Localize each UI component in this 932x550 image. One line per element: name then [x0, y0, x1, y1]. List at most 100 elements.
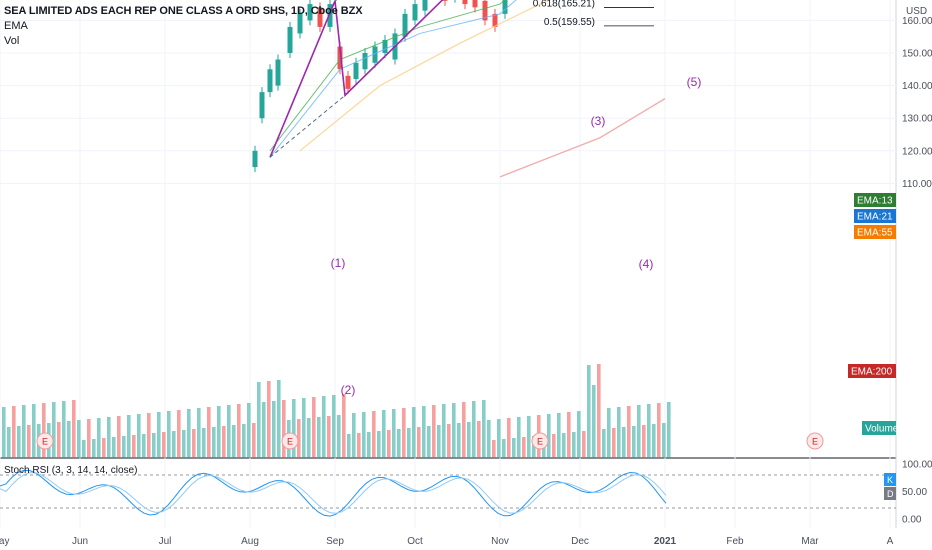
volume-bar — [257, 382, 261, 458]
x-tick-label: Aug — [241, 536, 259, 547]
volume-bar — [402, 408, 406, 458]
volume-bar — [57, 422, 61, 458]
earnings-marker-label: E — [812, 437, 818, 447]
volume-bar — [267, 381, 271, 458]
volume-bar — [177, 410, 181, 458]
volume-bar — [437, 425, 441, 458]
x-tick-label: Oct — [407, 536, 423, 547]
volume-bar — [357, 433, 361, 458]
volume-bar — [467, 422, 471, 458]
ema-tag-label: EMA:55 — [857, 228, 893, 239]
earnings-marker-label: E — [42, 437, 48, 447]
candle — [382, 39, 388, 53]
ema-tag — [854, 209, 896, 223]
volume-bar — [152, 433, 156, 458]
earnings-marker-label: E — [537, 437, 543, 447]
ema-tag — [854, 225, 896, 239]
volume-bar — [167, 411, 171, 458]
volume-bar — [642, 425, 646, 458]
volume-bar — [592, 385, 596, 458]
y-tick-label: 120.00 — [902, 146, 932, 157]
volume-bar — [242, 424, 246, 458]
wave-label: (4) — [639, 257, 654, 271]
volume-bar — [307, 418, 311, 458]
candle — [442, 0, 448, 1]
volume-bar — [372, 411, 376, 458]
volume-bar — [417, 427, 421, 458]
volume-bar — [212, 427, 216, 458]
volume-bar — [292, 399, 296, 458]
volume-bar — [652, 424, 656, 458]
x-tick-label: Nov — [491, 536, 509, 547]
volume-bar — [557, 413, 561, 458]
volume-bar — [597, 364, 601, 458]
volume-bar — [222, 426, 226, 458]
candle — [252, 150, 258, 168]
volume-bar — [587, 365, 591, 458]
volume-bar — [112, 437, 116, 458]
volume-bar — [192, 429, 196, 458]
candle — [482, 0, 488, 21]
candle — [353, 62, 359, 80]
volume-bar — [412, 407, 416, 458]
volume-bar — [77, 420, 81, 458]
volume-bar — [492, 440, 496, 458]
volume-bar — [657, 403, 661, 458]
volume-bar — [132, 435, 136, 458]
volume-bar — [327, 416, 331, 458]
volume-bar — [392, 409, 396, 458]
volume-bar — [22, 405, 26, 458]
candle — [372, 46, 378, 63]
volume-bar — [162, 432, 166, 458]
ema-tag-label: EMA:13 — [857, 196, 893, 207]
volume-bar — [457, 423, 461, 458]
x-tick-label: Dec — [571, 536, 589, 547]
candle — [327, 4, 333, 27]
stoch-d-tag — [884, 487, 896, 500]
x-tick-label: Mar — [801, 536, 819, 547]
volume-bar — [497, 419, 501, 458]
volume-bar — [607, 408, 611, 458]
volume-bar — [347, 434, 351, 458]
volume-bar — [487, 420, 491, 458]
volume-bar — [622, 427, 626, 458]
x-tick-label: May — [0, 536, 9, 547]
volume-bar — [187, 409, 191, 458]
x-tick-label: Jun — [72, 536, 88, 547]
wave-label: (2) — [341, 383, 356, 397]
volume-bar — [42, 403, 46, 458]
candle — [422, 0, 428, 11]
volume-bar — [582, 431, 586, 458]
volume-bar — [442, 404, 446, 458]
volume-bar — [647, 404, 651, 458]
volume-bar — [502, 439, 506, 458]
volume-bar — [262, 402, 266, 458]
y-tick-label: 110.00 — [902, 179, 932, 190]
volume-bar — [237, 404, 241, 458]
volume-bar — [387, 430, 391, 458]
volume-bar — [547, 414, 551, 458]
volume-bar — [247, 403, 251, 458]
stoch-d-line — [0, 472, 667, 514]
x-tick-label: 2021 — [654, 536, 677, 547]
volume-bar — [362, 412, 366, 458]
legend-ema: EMA — [4, 20, 28, 32]
volume-bar — [147, 413, 151, 458]
stoch-tick-label: 50.00 — [902, 487, 927, 498]
candle — [287, 26, 293, 53]
volume-bar — [452, 403, 456, 458]
volume-bar — [637, 405, 641, 458]
candle — [307, 4, 313, 21]
volume-bar — [217, 406, 221, 458]
volume-bar — [27, 425, 31, 458]
wave-channel-dashed — [269, 0, 346, 158]
candle — [267, 69, 273, 93]
volume-bar — [232, 425, 236, 458]
volume-bar — [182, 430, 186, 458]
volume-bar — [342, 394, 346, 458]
volume-tag — [862, 421, 896, 435]
y-tick-label: 160.00 — [902, 16, 932, 27]
volume-bar — [107, 417, 111, 458]
ema-tag-label: EMA:200 — [851, 367, 893, 378]
